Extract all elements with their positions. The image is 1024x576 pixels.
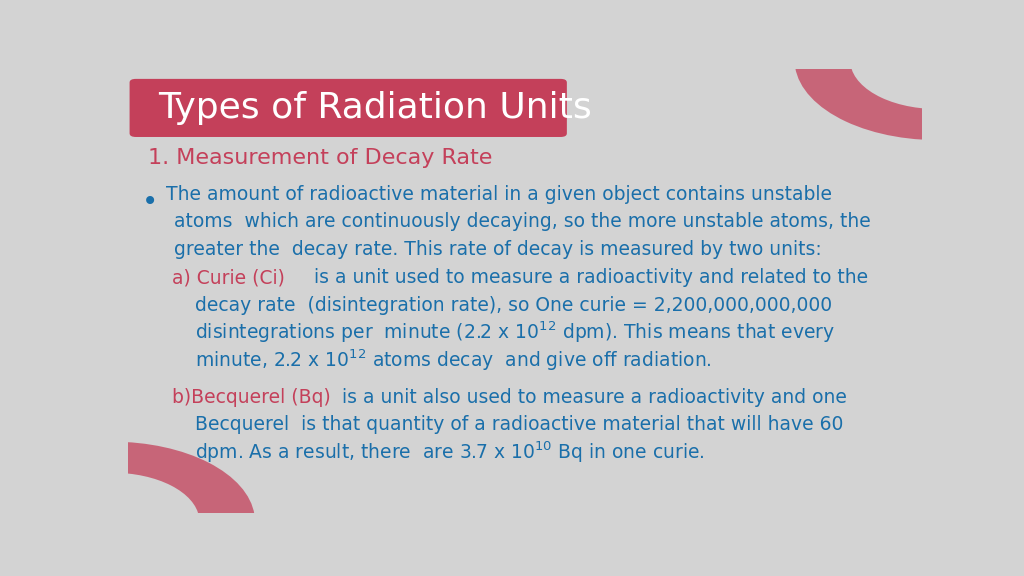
Text: b)Becquerel (Bq): b)Becquerel (Bq) <box>172 388 331 407</box>
Text: dpm. As a result, there  are 3.7 x 10$^{10}$ Bq in one curie.: dpm. As a result, there are 3.7 x 10$^{1… <box>196 439 706 465</box>
Text: minute, 2.2 x 10$^{12}$ atoms decay  and give off radiation.: minute, 2.2 x 10$^{12}$ atoms decay and … <box>196 347 713 373</box>
Text: is a unit also used to measure a radioactivity and one: is a unit also used to measure a radioac… <box>342 388 847 407</box>
Text: is a unit used to measure a radioactivity and related to the: is a unit used to measure a radioactivit… <box>314 268 868 287</box>
Text: disintegrations per  minute (2.2 x 10$^{12}$ dpm). This means that every: disintegrations per minute (2.2 x 10$^{1… <box>196 320 836 346</box>
Text: Types of Radiation Units: Types of Radiation Units <box>158 90 592 125</box>
Text: The amount of radioactive material in a given object contains unstable: The amount of radioactive material in a … <box>166 185 833 204</box>
FancyBboxPatch shape <box>130 79 567 137</box>
Text: atoms  which are continuously decaying, so the more unstable atoms, the: atoms which are continuously decaying, s… <box>174 212 870 231</box>
Text: •: • <box>142 188 159 216</box>
Text: greater the  decay rate. This rate of decay is measured by two units:: greater the decay rate. This rate of dec… <box>174 240 822 259</box>
Wedge shape <box>796 65 950 140</box>
Text: a) Curie (Ci): a) Curie (Ci) <box>172 268 285 287</box>
Wedge shape <box>113 442 254 517</box>
Text: 1. Measurement of Decay Rate: 1. Measurement of Decay Rate <box>147 148 493 168</box>
Text: decay rate  (disintegration rate), so One curie = 2,200,000,000,000: decay rate (disintegration rate), so One… <box>196 295 833 314</box>
Text: Becquerel  is that quantity of a radioactive material that will have 60: Becquerel is that quantity of a radioact… <box>196 415 844 434</box>
